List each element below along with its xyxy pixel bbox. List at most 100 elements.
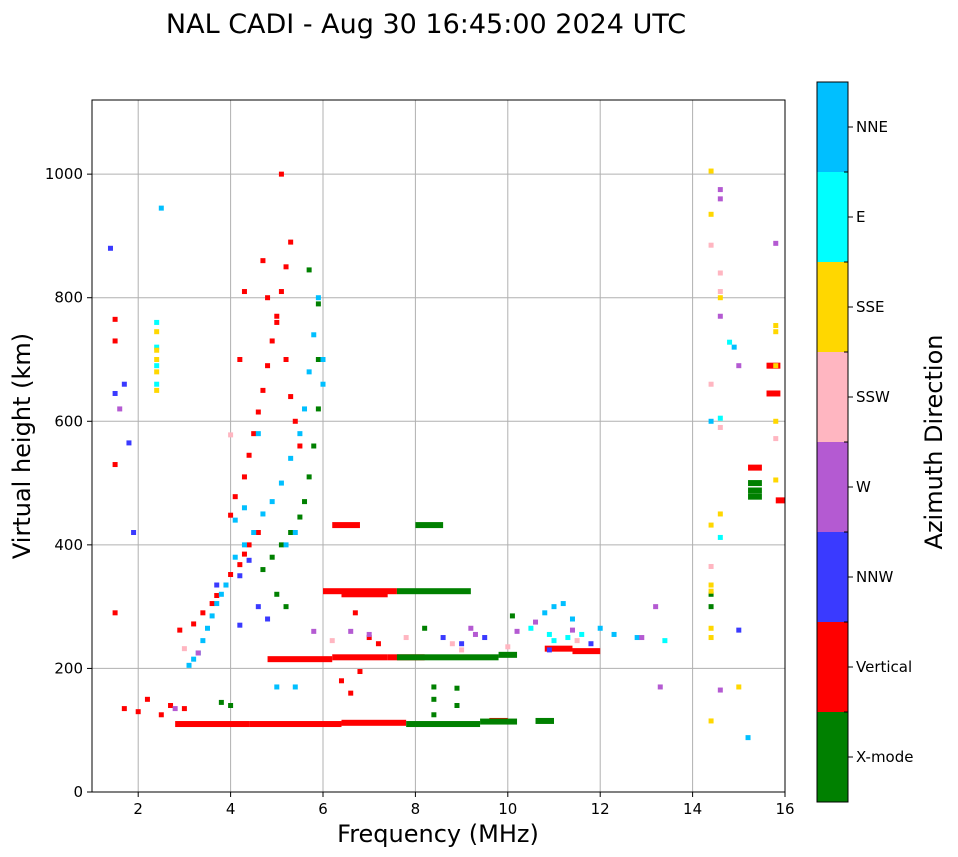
echo-point [708, 242, 714, 248]
echo-segment [341, 591, 388, 598]
x-tick-label: 14 [683, 800, 702, 818]
series-ssw [181, 242, 779, 653]
series-w [117, 187, 779, 712]
echo-point [200, 638, 206, 644]
colorbar-swatch-nnw [817, 532, 848, 622]
echo-point [352, 610, 358, 616]
echo-point [228, 512, 234, 518]
echo-point [177, 627, 183, 633]
colorbar-swatch-vertical [817, 622, 848, 712]
echo-point [154, 369, 160, 375]
echo-point [315, 301, 321, 307]
echo-point [708, 718, 714, 724]
echo-point [237, 562, 243, 568]
echo-point [736, 684, 742, 690]
echo-point [717, 415, 723, 421]
y-tick-label: 1000 [45, 165, 83, 183]
echo-point [154, 387, 160, 393]
echo-point [311, 443, 317, 449]
echo-point [241, 474, 247, 480]
colorbar: X-mode Vertical NNW W SSW SSE E NNE [816, 81, 913, 803]
echo-segment [748, 487, 762, 494]
echo-point [186, 662, 192, 668]
echo-point [708, 381, 714, 387]
echo-point [288, 239, 294, 245]
echo-point [315, 357, 321, 362]
echo-point [168, 703, 174, 708]
echo-point [288, 530, 294, 535]
colorbar-tick-label: NNE [856, 118, 888, 136]
echo-point [597, 625, 603, 631]
x-tick-label: 12 [591, 800, 610, 818]
echo-point [459, 641, 465, 647]
echo-point [306, 369, 312, 375]
echo-segment [775, 497, 785, 504]
echo-point [717, 196, 723, 202]
echo-segment [535, 717, 554, 724]
echo-segment [396, 654, 499, 661]
colorbar-tick-label: Vertical [856, 658, 912, 676]
echo-point [574, 638, 580, 644]
echo-point [292, 684, 298, 690]
echo-point [260, 567, 266, 573]
echo-point [509, 613, 515, 619]
echo-point [639, 635, 645, 641]
colorbar-swatch-e [817, 172, 848, 262]
echo-point [283, 357, 289, 362]
colorbar-swatch-w [817, 442, 848, 532]
echo-point [542, 610, 548, 616]
echo-point [657, 684, 663, 690]
echo-point [717, 270, 723, 276]
echo-segment [766, 390, 781, 397]
y-axis-label: Virtual height (km) [8, 333, 36, 559]
echo-point [214, 593, 220, 599]
echo-segment [396, 588, 471, 595]
colorbar-swatch-sse [817, 262, 848, 352]
echo-point [265, 295, 271, 301]
plot-frame [91, 99, 786, 793]
echo-point [246, 452, 252, 458]
echo-segment [267, 656, 333, 663]
x-tick-label: 8 [411, 800, 421, 818]
echo-point [306, 267, 312, 273]
echo-point [237, 357, 243, 362]
echo-point [653, 604, 659, 610]
y-tick-label: 200 [54, 659, 83, 677]
echo-point [773, 418, 779, 424]
echo-point [274, 313, 280, 319]
y-axis-ticks: 0 200 400 600 800 1000 [45, 165, 92, 801]
echo-point [255, 431, 261, 437]
data-marks [107, 168, 785, 741]
echo-point [320, 381, 326, 387]
echo-point [773, 477, 779, 483]
echo-point [329, 638, 335, 644]
echo-point [708, 604, 714, 610]
echo-point [528, 625, 534, 631]
echo-point [546, 631, 552, 637]
echo-point [158, 205, 164, 211]
echo-point [431, 712, 437, 718]
echo-point [634, 635, 640, 641]
echo-point [297, 431, 303, 437]
echo-point [209, 613, 215, 619]
series-sse [154, 168, 779, 724]
echo-segment [748, 464, 762, 471]
colorbar-tick-label: SSE [856, 298, 885, 316]
echo-point [348, 628, 354, 634]
echo-point [773, 329, 779, 335]
echo-point [255, 409, 261, 415]
echo-point [241, 505, 247, 511]
echo-point [260, 258, 266, 264]
echo-point [338, 678, 344, 684]
echo-segment [332, 654, 388, 661]
echo-point [315, 406, 321, 412]
x-tick-label: 16 [775, 800, 794, 818]
echo-point [260, 387, 266, 393]
echo-point [112, 610, 118, 616]
echo-point [269, 338, 275, 344]
echo-point [181, 646, 187, 652]
echo-point [246, 557, 252, 563]
echo-point [565, 635, 571, 641]
echo-segment [341, 719, 407, 726]
